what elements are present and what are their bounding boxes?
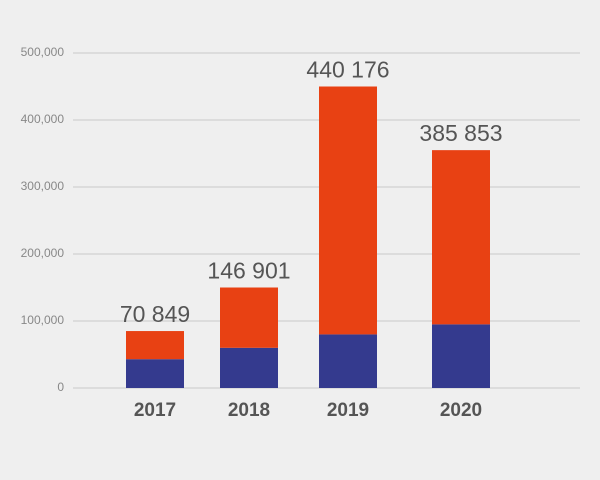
bar-segment xyxy=(319,86,377,335)
x-tick-label: 2017 xyxy=(134,400,176,421)
y-tick-label: 400,000 xyxy=(21,112,65,126)
bar-segment xyxy=(432,324,490,388)
total-label: 70 849 xyxy=(120,301,190,327)
bar-segment xyxy=(220,347,278,388)
x-tick-label: 2019 xyxy=(327,400,369,421)
bar-segment xyxy=(319,334,377,388)
y-tick-label: 0 xyxy=(57,380,64,394)
y-tick-label: 100,000 xyxy=(21,313,65,327)
bar-segment xyxy=(126,359,184,388)
bar-segment xyxy=(220,287,278,348)
total-label: 440 176 xyxy=(306,57,389,83)
total-label: 146 901 xyxy=(207,258,290,284)
x-tick-label: 2018 xyxy=(228,400,270,421)
y-tick-label: 500,000 xyxy=(21,45,65,59)
bar-segment xyxy=(432,150,490,325)
x-tick-label: 2020 xyxy=(440,400,482,421)
y-tick-label: 300,000 xyxy=(21,179,65,193)
total-label: 385 853 xyxy=(419,120,502,146)
bar-segment xyxy=(126,331,184,360)
y-tick-label: 200,000 xyxy=(21,246,65,260)
